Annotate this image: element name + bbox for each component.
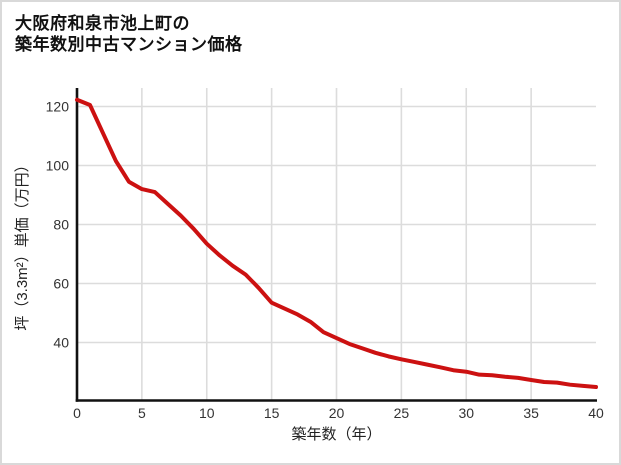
y-tick-label: 60 [53,276,69,292]
y-tick-label: 40 [53,335,69,351]
x-tick-label: 15 [264,405,280,421]
price-data-line [75,97,598,390]
x-tick-label: 0 [73,405,81,421]
chart-title: 大阪府和泉市池上町の 築年数別中古マンション価格 [15,13,243,55]
y-tick-label: 80 [53,217,69,233]
chart-title-line2: 築年数別中古マンション価格 [15,35,243,54]
y-tick-label: 120 [46,99,70,115]
y-tick-label: 100 [46,158,70,174]
x-tick-label: 10 [199,405,215,421]
x-tick-label: 35 [523,405,539,421]
x-axis-title: 築年数（年） [291,425,381,443]
x-tick-label: 40 [588,405,604,421]
y-axis-title: 坪（3.3m²）単価（万円） [14,157,31,330]
chart-title-line1: 大阪府和泉市池上町の [15,14,190,33]
x-tick-label: 20 [329,405,345,421]
x-tick-label: 5 [138,405,146,421]
x-tick-label: 25 [394,405,410,421]
x-tick-label: 30 [458,405,474,421]
